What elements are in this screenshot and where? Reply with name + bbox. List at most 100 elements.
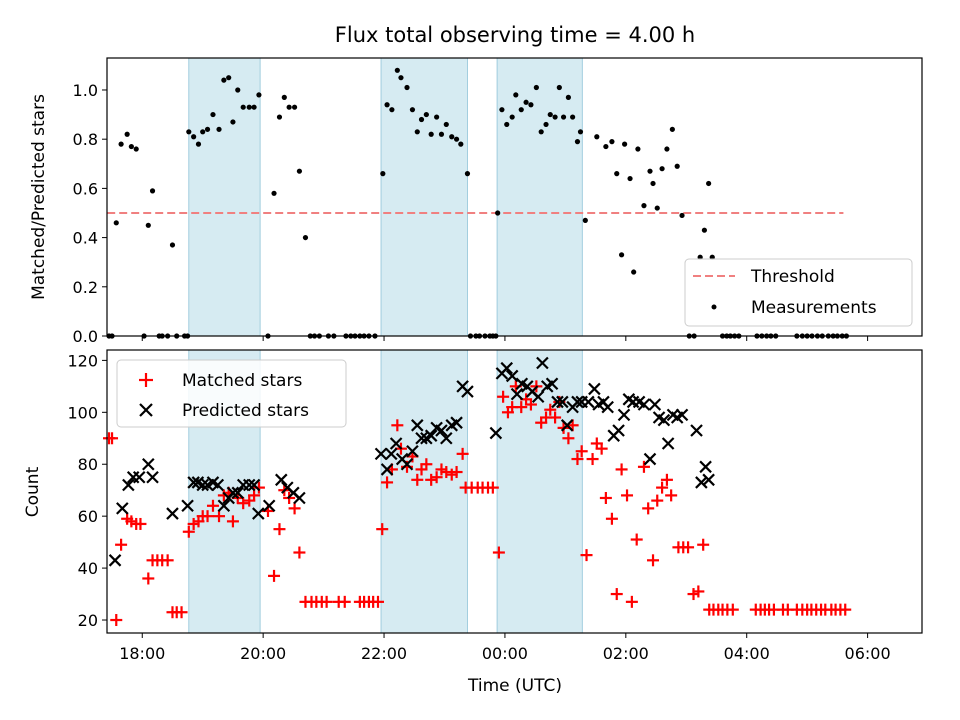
measurement-point	[186, 129, 192, 135]
measurement-point	[216, 126, 222, 132]
predicted-star-point	[385, 447, 398, 461]
measurement-point	[706, 180, 712, 187]
matched-star-point	[586, 453, 599, 466]
matched-star-point	[625, 595, 638, 608]
predicted-star-point	[181, 499, 194, 513]
predicted-star-point	[661, 437, 675, 450]
measurement-point	[560, 114, 567, 120]
measurement-point	[428, 131, 434, 137]
matched-star-point	[391, 419, 404, 432]
top-legend: Threshold Measurements	[684, 258, 913, 327]
matched-star-point	[637, 460, 650, 473]
measurement-point	[438, 131, 445, 137]
legend-matched-label: Matched stars	[182, 371, 302, 391]
measurement-point	[251, 104, 257, 110]
predicted-star-point	[461, 385, 474, 398]
measurement-point	[423, 111, 429, 118]
top-measurement-points	[106, 67, 850, 339]
predicted-star-point	[415, 431, 428, 445]
measurement-point	[256, 92, 262, 98]
measurement-point	[509, 114, 515, 120]
matched-star-point	[697, 538, 710, 551]
shaded-interval	[380, 349, 468, 634]
top-shaded-intervals	[188, 57, 583, 337]
legend-measurements-label: Measurements	[751, 298, 877, 318]
measurement-point	[574, 139, 581, 145]
top-y-ticks: 0.0 0.2 0.4 0.6 0.8 1.0	[73, 81, 107, 346]
bottom-y-axis-label: Count	[23, 466, 43, 517]
predicted-star-point	[675, 408, 689, 422]
bottom-axes-frame	[106, 349, 923, 634]
measurement-point	[647, 168, 653, 174]
matched-star-point	[213, 510, 226, 523]
predicted-star-point	[500, 361, 514, 375]
matched-star-point	[248, 489, 261, 502]
matched-star-point	[497, 390, 510, 403]
measurement-point	[552, 114, 558, 120]
measurement-point	[701, 227, 707, 233]
measurement-point	[145, 222, 151, 228]
matched-star-point	[682, 541, 695, 554]
matched-star-point	[142, 572, 155, 585]
matched-star-point	[492, 546, 505, 559]
matched-star-point	[580, 549, 593, 562]
measurement-point	[226, 75, 232, 81]
measurement-point	[533, 84, 539, 91]
measurement-point	[603, 143, 609, 150]
measurement-point	[296, 168, 303, 174]
legend-predicted-label: Predicted stars	[182, 401, 309, 421]
predicted-star-point	[695, 476, 708, 489]
measurement-point	[291, 104, 298, 110]
y-tick-label: 0.0	[73, 327, 98, 346]
measurement-point	[409, 107, 416, 113]
x-tick-label: 04:00	[724, 644, 770, 663]
legend-measurements-swatch	[711, 304, 717, 310]
measurement-point	[627, 175, 633, 182]
measurement-point	[118, 141, 124, 147]
measurement-point	[570, 114, 576, 120]
x-tick-label: 06:00	[845, 644, 891, 663]
predicted-star-point	[588, 382, 601, 396]
predicted-star-point	[406, 444, 419, 458]
measurement-point	[654, 205, 660, 211]
matched-star-point	[562, 432, 575, 445]
y-tick-label: 0.6	[73, 179, 98, 198]
predicted-star-point	[242, 478, 256, 492]
measurement-point	[394, 67, 400, 73]
matched-star-point	[642, 502, 655, 515]
measurement-point	[204, 126, 211, 132]
predicted-star-point	[617, 408, 631, 422]
measurement-point	[458, 141, 464, 147]
y-tick-label: 0.4	[73, 229, 98, 248]
measurement-point	[235, 87, 241, 93]
measurement-point	[133, 146, 139, 152]
measurement-point	[664, 146, 670, 152]
predicted-star-point	[648, 398, 662, 411]
matched-star-point	[571, 453, 584, 466]
predicted-star-point	[560, 419, 574, 432]
predicted-star-point	[400, 457, 414, 471]
measurement-point	[276, 114, 283, 120]
predicted-star-point	[389, 437, 403, 450]
y-tick-label: 40	[78, 559, 98, 578]
matched-star-point	[665, 489, 678, 502]
matched-star-point	[456, 447, 469, 460]
predicted-star-point	[643, 452, 657, 466]
measurement-point	[124, 131, 130, 137]
measurement-point	[650, 180, 656, 187]
predicted-star-point	[637, 398, 651, 411]
measurement-point	[195, 141, 202, 147]
measurement-point	[191, 134, 197, 140]
measurement-point	[453, 136, 460, 142]
chart-title: Flux total observing time = 4.00 h	[335, 23, 695, 47]
predicted-star-point	[380, 463, 394, 476]
matched-star-point	[605, 512, 618, 525]
x-tick-label: 18:00	[119, 644, 165, 663]
matched-star-point	[630, 533, 643, 546]
matched-star-point	[175, 606, 188, 619]
matched-star-point	[371, 595, 384, 608]
top-x-ticks	[141, 336, 869, 341]
predicted-star-point	[626, 395, 640, 409]
measurement-point	[609, 139, 615, 145]
